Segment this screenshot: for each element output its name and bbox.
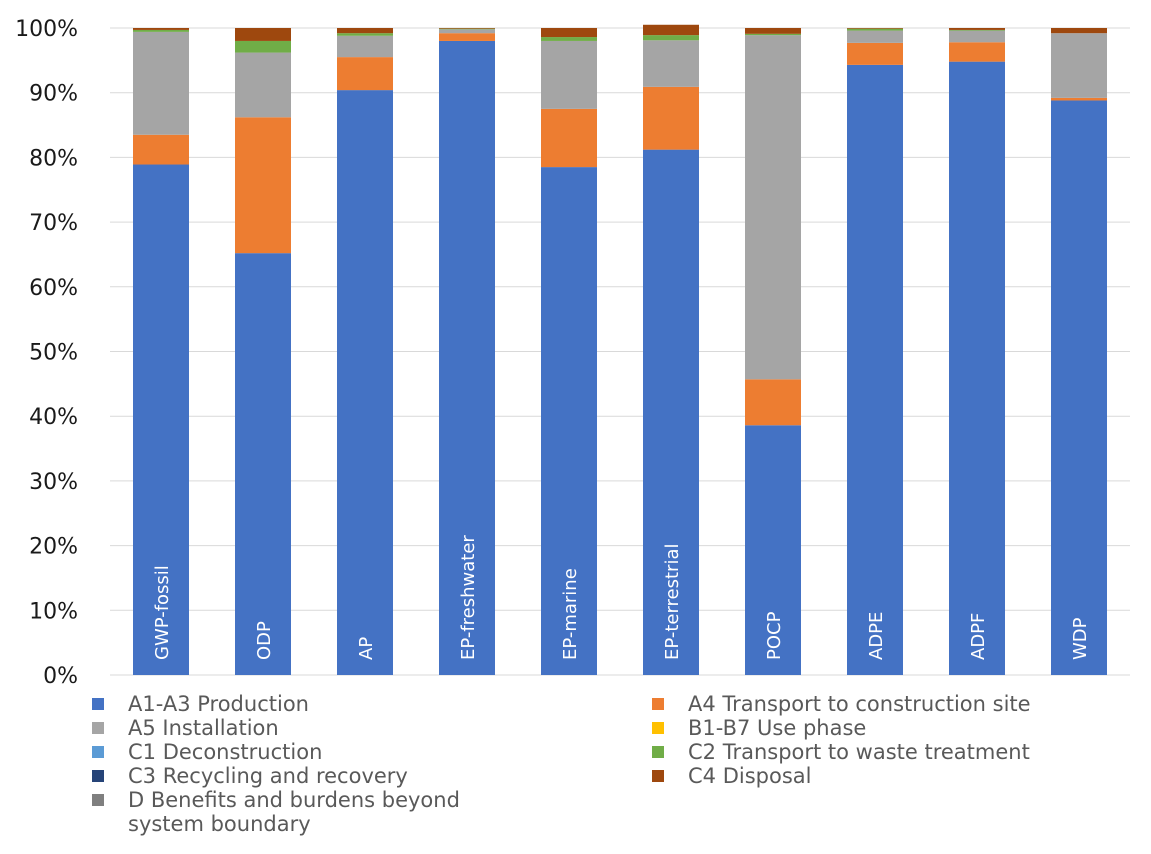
category-label: ADPF	[968, 613, 989, 660]
bar-segment-c2-transport-to-waste-treatment	[949, 29, 1005, 31]
bar-segment-c2-transport-to-waste-treatment	[643, 35, 699, 41]
legend-swatch-a5-installation	[92, 722, 104, 734]
legend-label: A4 Transport to construction site	[688, 692, 1031, 716]
y-tick-label: 50%	[29, 341, 78, 366]
bar-segment-c4-disposal	[847, 28, 903, 29]
bar-segment-a5-installation	[235, 52, 291, 118]
bar-segment-a4-transport-to-construction-site	[439, 33, 495, 41]
bar-segment-a5-installation	[949, 30, 1005, 43]
bar-segment-a1-a3-production	[949, 61, 1005, 676]
bar-segment-c2-transport-to-waste-treatment	[337, 33, 393, 36]
bar-segment-c2-transport-to-waste-treatment	[439, 28, 495, 30]
bar-segment-a4-transport-to-construction-site	[643, 86, 699, 150]
category-label: EP-freshwater	[458, 535, 479, 660]
category-label: EP-terrestrial	[662, 544, 683, 661]
bar-segment-a4-transport-to-construction-site	[337, 57, 393, 91]
bar-segment-a4-transport-to-construction-site	[745, 379, 801, 426]
legend-label: C4 Disposal	[688, 764, 811, 788]
bar-segment-c4-disposal	[1051, 28, 1107, 34]
bar-segment-a1-a3-production	[643, 149, 699, 676]
bar-segment-a4-transport-to-construction-site	[1051, 97, 1107, 101]
bar-segment-c2-transport-to-waste-treatment	[541, 37, 597, 41]
legend-label: C2 Transport to waste treatment	[688, 740, 1030, 764]
bar-segment-a5-installation	[541, 40, 597, 109]
bar-segment-c2-transport-to-waste-treatment	[235, 40, 291, 53]
bar-segment-a1-a3-production	[337, 90, 393, 675]
bar-segment-a5-installation	[439, 29, 495, 34]
bar-segment-c4-disposal	[439, 28, 495, 29]
bar-segment-c4-disposal	[643, 24, 699, 36]
bar-segment-a1-a3-production	[1051, 100, 1107, 676]
legend-label: C3 Recycling and recovery	[128, 764, 408, 788]
y-tick-label: 70%	[29, 211, 78, 236]
y-tick-label: 10%	[29, 599, 78, 624]
bar-segment-a5-installation	[643, 40, 699, 87]
bar-segment-c2-transport-to-waste-treatment	[847, 28, 903, 31]
bar-segment-a1-a3-production	[745, 425, 801, 675]
bar-segment-a5-installation	[337, 35, 393, 58]
bar-segment-a5-installation	[745, 35, 801, 380]
legend-swatch-c3-recycling-and-recovery	[92, 770, 104, 782]
legend-swatch-a4-transport-to-construction-site	[652, 698, 664, 710]
legend-label: A1-A3 Production	[128, 692, 309, 716]
bar-segment-c2-transport-to-waste-treatment	[745, 33, 801, 36]
legend-label: B1-B7 Use phase	[688, 716, 866, 740]
bar-segment-a1-a3-production	[439, 40, 495, 675]
legend-swatch-d-benefits-and-burdens-beyond-system-boundary	[92, 794, 104, 806]
y-tick-label: 30%	[29, 470, 78, 495]
legend-label: A5 Installation	[128, 716, 279, 740]
bar-segment-a4-transport-to-construction-site	[235, 117, 291, 254]
bar-segment-a1-a3-production	[133, 164, 189, 675]
bar-segment-a4-transport-to-construction-site	[541, 108, 597, 168]
y-tick-label: 0%	[43, 664, 78, 689]
bar-segment-a5-installation	[1051, 33, 1107, 98]
y-tick-label: 40%	[29, 405, 78, 430]
category-label: POCP	[764, 611, 785, 660]
bar-segment-a1-a3-production	[235, 253, 291, 675]
y-tick-label: 60%	[29, 276, 78, 301]
legend-label: C1 Deconstruction	[128, 740, 322, 764]
bar-segment-c4-disposal	[235, 28, 291, 41]
bar-segment-a1-a3-production	[541, 167, 597, 676]
bar-segment-c4-disposal	[133, 28, 189, 30]
bar-segment-a5-installation	[847, 30, 903, 43]
category-label: ODP	[254, 621, 275, 660]
category-label: WDP	[1070, 617, 1091, 660]
legend-swatch-c1-deconstruction	[92, 746, 104, 758]
category-label: AP	[356, 637, 377, 660]
bars	[133, 24, 1107, 676]
bar-segment-a5-installation	[133, 31, 189, 135]
y-tick-label: 90%	[29, 82, 78, 107]
bar-segment-c4-disposal	[745, 28, 801, 34]
bar-segment-a4-transport-to-construction-site	[133, 134, 189, 165]
y-axis-labels: 0% 10% 20% 30% 40% 50% 60% 70% 80% 90% 100%	[15, 17, 78, 689]
legend-swatch-c2-transport-to-waste-treatment	[652, 746, 664, 758]
bar-segment-a1-a3-production	[847, 64, 903, 675]
bar-segment-a4-transport-to-construction-site	[949, 42, 1005, 62]
legend: A1-A3 Production A4 Transport to construc…	[92, 692, 1031, 836]
category-label: ADPE	[866, 612, 887, 660]
category-label: GWP-fossil	[152, 565, 173, 660]
legend-swatch-a1-a3-production	[92, 698, 104, 710]
y-tick-label: 80%	[29, 146, 78, 171]
y-tick-label: 20%	[29, 535, 78, 560]
bar-segment-c4-disposal	[337, 28, 393, 34]
category-label: EP-marine	[560, 568, 581, 660]
bar-segment-a4-transport-to-construction-site	[847, 42, 903, 65]
legend-swatch-b1-b7-use-phase	[652, 722, 664, 734]
bar-segment-c4-disposal	[541, 28, 597, 38]
y-tick-label: 100%	[15, 17, 78, 42]
legend-label: D Benefits and burdens beyond system boun…	[128, 788, 460, 836]
bar-segment-c2-transport-to-waste-treatment	[133, 29, 189, 32]
legend-swatch-c4-disposal	[652, 770, 664, 782]
bar-segment-c4-disposal	[949, 28, 1005, 30]
category-labels: GWP-fossil ODP AP EP-freshwater EP-marine EP-…	[152, 535, 1091, 660]
